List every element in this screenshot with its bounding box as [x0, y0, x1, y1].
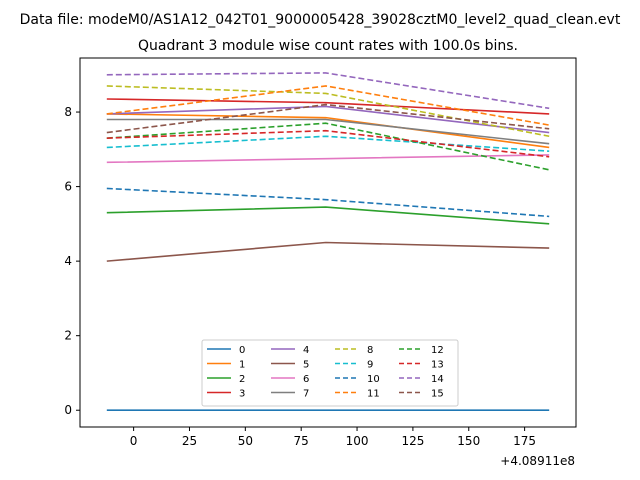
legend-label-3: 3: [239, 389, 245, 400]
series-line-6: [106, 154, 550, 164]
x-tick-label-150: 150: [457, 434, 480, 448]
x-tick-label-100: 100: [346, 434, 369, 448]
series-line-3: [106, 98, 550, 115]
legend-label-11: 11: [367, 389, 380, 400]
legend-label-15: 15: [431, 389, 444, 400]
legend-label-9: 9: [367, 360, 373, 371]
series-line-11: [106, 85, 550, 126]
legend-label-14: 14: [431, 374, 444, 385]
x-tick-label-25: 25: [182, 434, 197, 448]
y-tick-label-4: 4: [64, 254, 72, 268]
legend-box: [201, 339, 459, 407]
series-line-14: [106, 72, 550, 110]
x-tick-label-175: 175: [513, 434, 536, 448]
series-line-4: [106, 105, 550, 134]
legend-label-8: 8: [367, 345, 373, 356]
y-tick-label-0: 0: [64, 403, 72, 417]
figure-suptitle: Data file: modeM0/AS1A12_042T01_90000054…: [20, 12, 621, 28]
legend-label-7: 7: [303, 389, 309, 400]
series-line-13: [106, 129, 550, 158]
legend-label-4: 4: [303, 345, 309, 356]
x-tick-label-0: 0: [130, 434, 138, 448]
legend-label-13: 13: [431, 360, 444, 371]
series-line-12: [106, 122, 550, 171]
legend-label-1: 1: [239, 360, 245, 371]
x-tick-label-125: 125: [401, 434, 424, 448]
y-tick-label-2: 2: [64, 329, 72, 343]
chart-title: Quadrant 3 module wise count rates with …: [138, 38, 518, 54]
y-tick-label-6: 6: [64, 180, 72, 194]
plot-frame: [79, 57, 577, 428]
y-tick-label-8: 8: [64, 105, 72, 119]
x-tick-label-50: 50: [238, 434, 253, 448]
series-line-1: [106, 113, 550, 149]
series-line-8: [106, 85, 550, 138]
legend-label-10: 10: [367, 374, 380, 385]
legend-label-12: 12: [431, 345, 444, 356]
legend-label-0: 0: [239, 345, 245, 356]
series-layer: [106, 72, 550, 412]
x-offset-label: +4.08911e8: [500, 454, 575, 468]
x-tick-label-75: 75: [294, 434, 309, 448]
series-line-15: [106, 103, 550, 134]
series-line-2: [106, 206, 550, 225]
series-line-5: [106, 241, 550, 262]
legend-label-5: 5: [303, 360, 309, 371]
legend-label-6: 6: [303, 374, 309, 385]
legend-label-2: 2: [239, 374, 245, 385]
series-line-10: [106, 187, 550, 218]
series-line-7: [106, 118, 550, 145]
series-line-9: [106, 135, 550, 152]
